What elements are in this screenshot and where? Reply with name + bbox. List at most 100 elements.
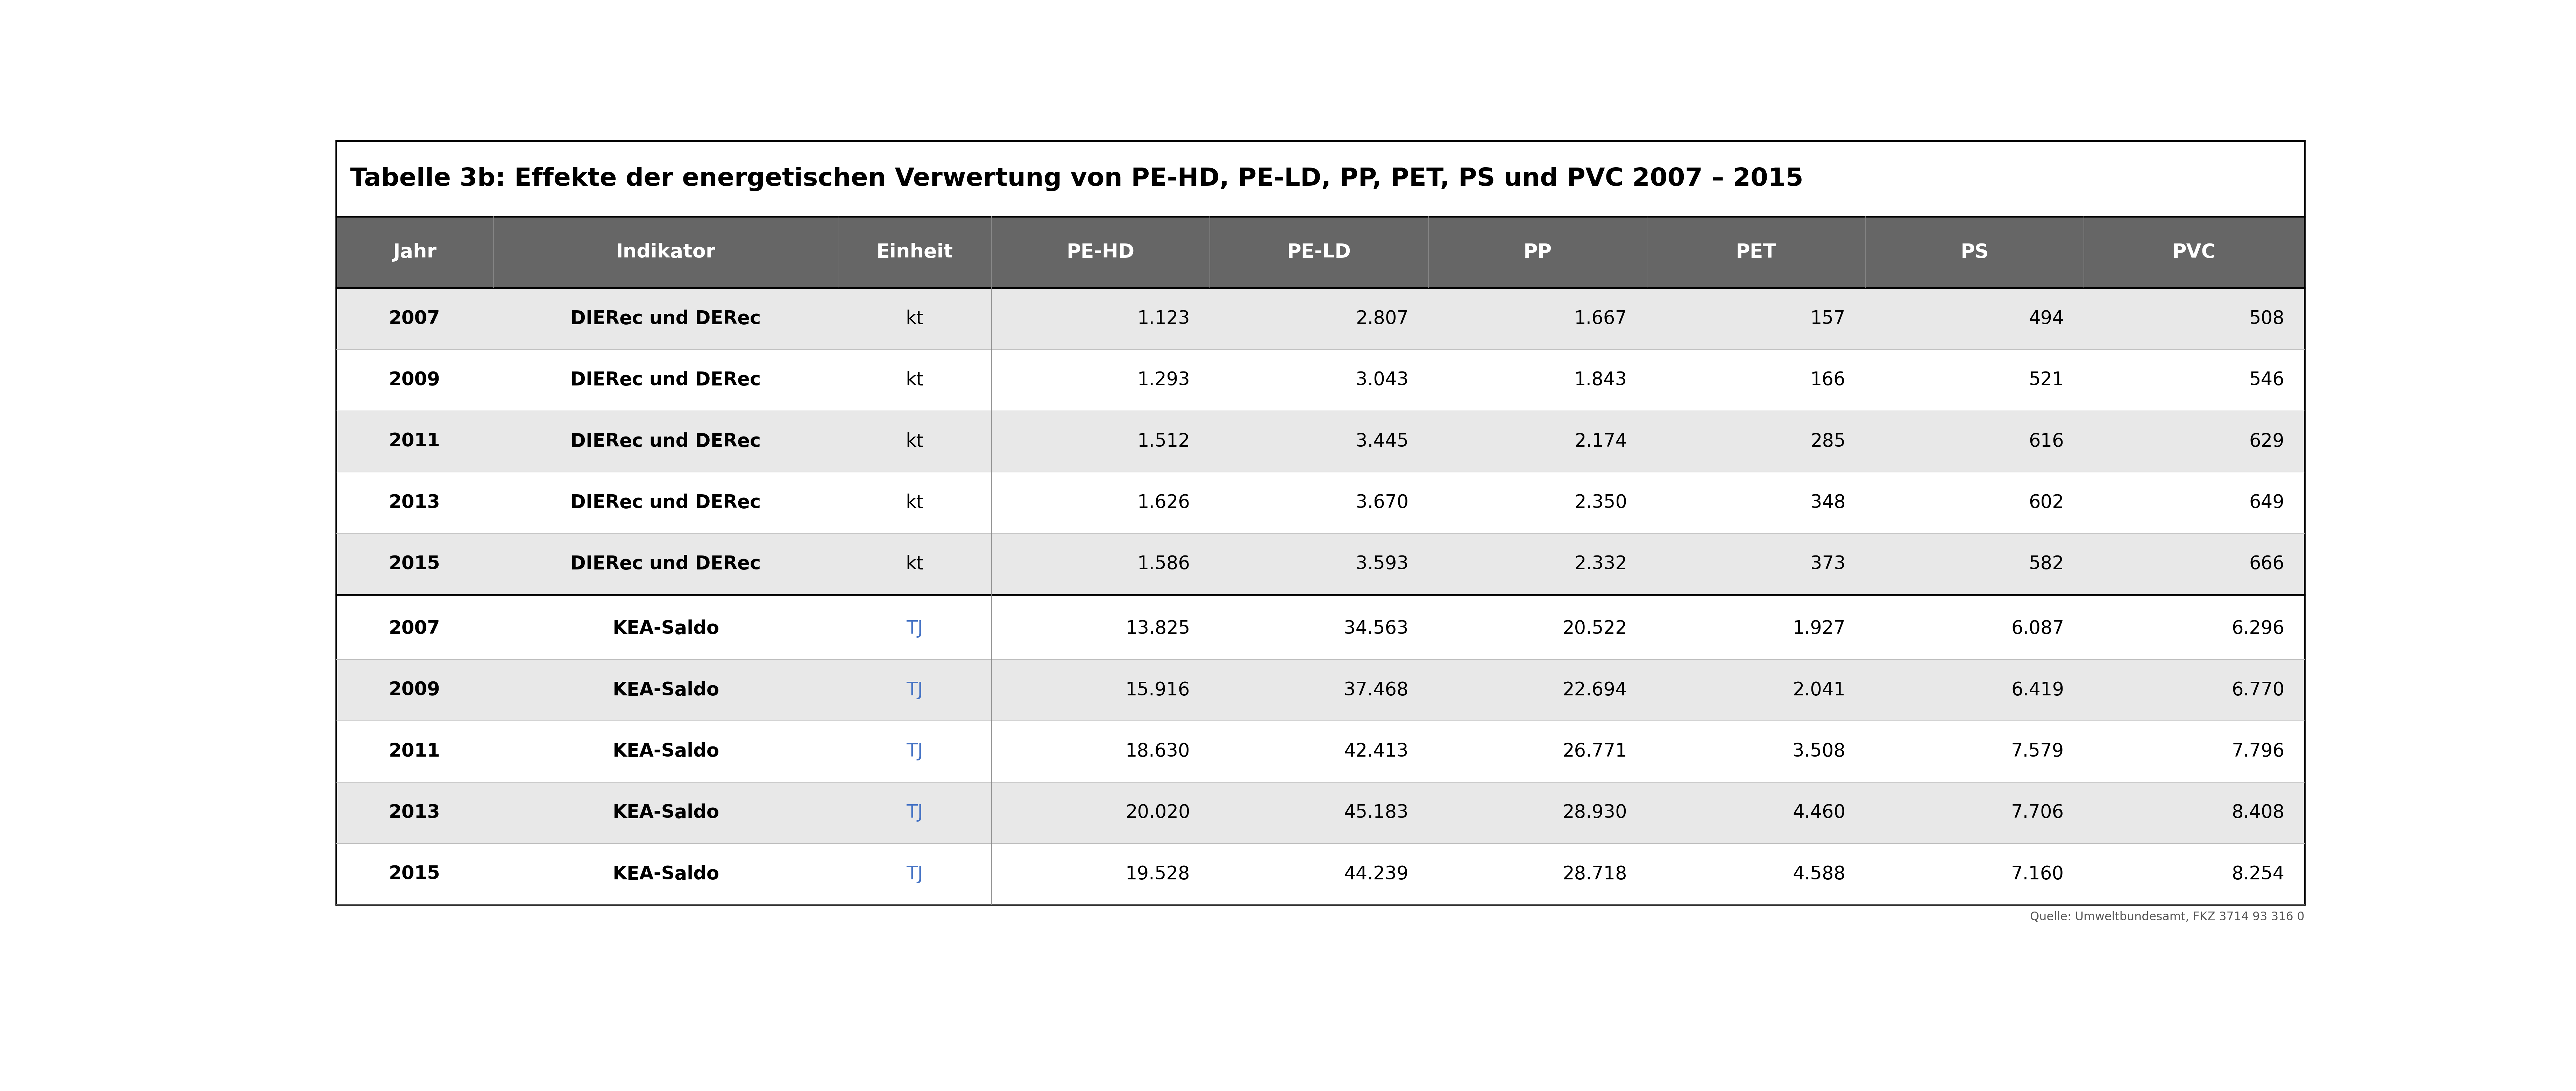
Text: 6.419: 6.419	[2012, 681, 2063, 699]
Bar	[1211, 533, 1430, 595]
Bar	[335, 288, 495, 349]
Bar	[1211, 217, 1430, 288]
Bar	[2084, 721, 2306, 782]
Bar	[335, 659, 495, 721]
Bar	[1430, 472, 1646, 533]
Bar	[1646, 288, 1865, 349]
Bar	[837, 721, 992, 782]
Bar	[495, 659, 837, 721]
Text: DIERec und DERec: DIERec und DERec	[569, 310, 760, 327]
Text: 166: 166	[1811, 371, 1844, 389]
Bar	[1646, 410, 1865, 472]
Text: 7.706: 7.706	[2012, 804, 2063, 822]
Text: 1.843: 1.843	[1574, 371, 1628, 389]
Text: KEA-Saldo: KEA-Saldo	[613, 804, 719, 822]
Bar	[1865, 217, 2084, 288]
Text: 34.563: 34.563	[1345, 620, 1409, 638]
Text: 3.043: 3.043	[1355, 371, 1409, 389]
Bar	[1211, 288, 1430, 349]
Text: 42.413: 42.413	[1345, 742, 1409, 760]
Bar	[495, 288, 837, 349]
Bar	[1430, 410, 1646, 472]
Bar	[837, 349, 992, 410]
Text: KEA-Saldo: KEA-Saldo	[613, 681, 719, 699]
Bar	[1430, 721, 1646, 782]
Bar	[992, 410, 1211, 472]
Text: 2013: 2013	[389, 493, 440, 512]
Bar	[1646, 598, 1865, 659]
Text: PP: PP	[1522, 243, 1551, 262]
Text: 1.123: 1.123	[1136, 310, 1190, 327]
Text: KEA-Saldo: KEA-Saldo	[613, 620, 719, 638]
Text: 13.825: 13.825	[1126, 620, 1190, 638]
Text: 2009: 2009	[389, 371, 440, 389]
Bar	[335, 533, 495, 595]
Bar	[1211, 349, 1430, 410]
Text: 3.508: 3.508	[1793, 742, 1844, 760]
Text: 2009: 2009	[389, 681, 440, 699]
Text: 6.770: 6.770	[2231, 681, 2285, 699]
Text: 666: 666	[2249, 555, 2285, 573]
Text: DIERec und DERec: DIERec und DERec	[569, 371, 760, 389]
Bar	[1865, 472, 2084, 533]
Text: DIERec und DERec: DIERec und DERec	[569, 493, 760, 512]
Bar	[992, 659, 1211, 721]
Text: 649: 649	[2249, 493, 2285, 512]
Text: 2.332: 2.332	[1574, 555, 1628, 573]
Bar	[2084, 843, 2306, 904]
Bar	[2084, 598, 2306, 659]
Bar	[335, 598, 495, 659]
Bar	[1646, 843, 1865, 904]
Text: 7.160: 7.160	[2012, 865, 2063, 883]
Text: Indikator: Indikator	[616, 243, 716, 262]
Bar	[992, 217, 1211, 288]
Text: kt: kt	[907, 493, 925, 512]
Text: 285: 285	[1811, 432, 1844, 451]
Bar	[335, 782, 495, 843]
Bar	[1211, 782, 1430, 843]
Bar	[837, 659, 992, 721]
Bar	[495, 721, 837, 782]
Bar	[1865, 410, 2084, 472]
Bar	[1646, 349, 1865, 410]
Bar	[1865, 349, 2084, 410]
Bar	[1865, 782, 2084, 843]
Text: 348: 348	[1811, 493, 1844, 512]
Bar	[2084, 288, 2306, 349]
Text: TJ: TJ	[907, 620, 922, 638]
Text: 1.927: 1.927	[1793, 620, 1844, 638]
Text: TJ: TJ	[907, 742, 922, 760]
Bar	[1430, 659, 1646, 721]
Bar	[495, 349, 837, 410]
Bar	[837, 410, 992, 472]
Bar	[495, 598, 837, 659]
Text: 18.630: 18.630	[1126, 742, 1190, 760]
Text: 6.087: 6.087	[2012, 620, 2063, 638]
Bar	[992, 533, 1211, 595]
Bar	[837, 843, 992, 904]
Bar	[837, 288, 992, 349]
Text: 15.916: 15.916	[1126, 681, 1190, 699]
Text: 2013: 2013	[389, 804, 440, 822]
Text: PE-HD: PE-HD	[1066, 243, 1133, 262]
Text: DIERec und DERec: DIERec und DERec	[569, 432, 760, 451]
Text: 20.020: 20.020	[1126, 804, 1190, 822]
Text: 1.512: 1.512	[1136, 432, 1190, 451]
Bar	[992, 598, 1211, 659]
Bar	[1430, 843, 1646, 904]
Bar	[495, 843, 837, 904]
Text: TJ: TJ	[907, 865, 922, 883]
Bar	[335, 843, 495, 904]
Bar	[1646, 533, 1865, 595]
Text: 2011: 2011	[389, 742, 440, 760]
Bar	[2084, 782, 2306, 843]
Bar	[335, 141, 2306, 217]
Bar	[1430, 533, 1646, 595]
Text: TJ: TJ	[907, 804, 922, 822]
Text: 494: 494	[2030, 310, 2063, 327]
Text: 546: 546	[2249, 371, 2285, 389]
Bar	[2084, 410, 2306, 472]
Bar	[1211, 843, 1430, 904]
Bar	[1865, 721, 2084, 782]
Text: 2007: 2007	[389, 310, 440, 327]
